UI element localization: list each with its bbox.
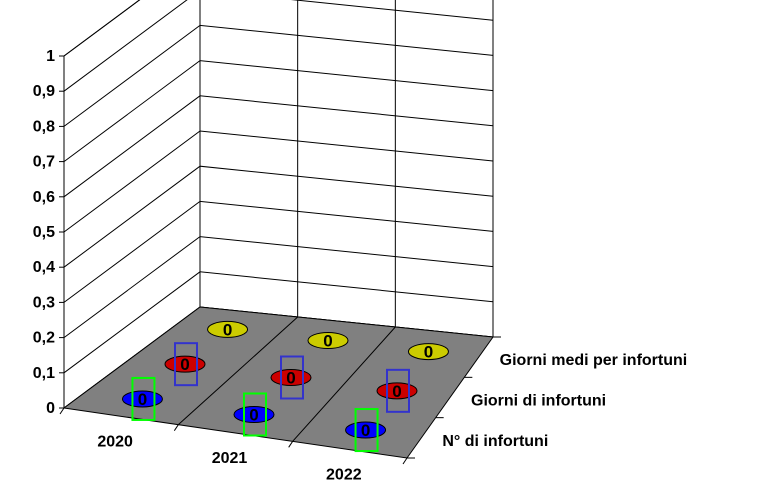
floor-divider xyxy=(292,326,396,442)
data-label-box xyxy=(386,368,410,413)
bar-top-2-2 xyxy=(407,343,449,361)
data-label: 0 xyxy=(286,369,295,388)
y-tick-label: 0,4 xyxy=(33,259,55,276)
gridline xyxy=(63,165,494,268)
data-label-box xyxy=(280,355,304,400)
gridline xyxy=(63,24,494,127)
x-tick-mark xyxy=(173,424,179,431)
series-label: N° di infortuni xyxy=(442,433,548,450)
gridline xyxy=(63,60,494,163)
data-label-box xyxy=(354,408,379,453)
y-tick-label: 0,9 xyxy=(33,83,55,100)
y-tick-label: 1 xyxy=(46,48,55,65)
data-label: 0 xyxy=(180,355,189,374)
y-gridlines xyxy=(63,0,494,409)
y-tick-label: 0,7 xyxy=(33,154,55,171)
gridline xyxy=(63,0,141,57)
gridline xyxy=(63,95,494,198)
gridline xyxy=(63,130,494,233)
gridline xyxy=(63,236,494,339)
y-tick-label: 0,1 xyxy=(33,365,55,382)
series-label: Giorni di infortuni xyxy=(471,393,606,410)
bar-top-2-0 xyxy=(207,320,249,338)
data-label: 0 xyxy=(424,343,433,362)
category-label: 2021 xyxy=(212,450,248,467)
series-label: Giorni medi per infortuni xyxy=(500,352,688,369)
x-tick-mark xyxy=(59,407,65,415)
chart-axes xyxy=(59,55,501,465)
category-label: 2020 xyxy=(97,433,133,450)
data-label: 0 xyxy=(361,421,370,440)
data-label-box xyxy=(243,392,267,437)
data-label: 0 xyxy=(138,390,147,409)
gridline xyxy=(63,0,494,92)
y-tick-label: 0,6 xyxy=(33,189,55,206)
data-label: 0 xyxy=(249,406,258,425)
series-labels: N° di infortuni Giorni di infortuni Giorni… xyxy=(442,352,687,450)
data-label: 0 xyxy=(392,382,401,401)
x-tick-mark xyxy=(288,441,294,448)
category-label: 2022 xyxy=(326,467,362,484)
y-tick-label: 0,3 xyxy=(33,294,55,311)
y-tick-labels: 0 0,1 0,2 0,3 0,4 0,5 0,6 0,7 0,8 0,9 1 xyxy=(33,48,55,417)
y-tick-label: 0,2 xyxy=(33,330,55,347)
y-tick-label: 0,8 xyxy=(33,118,55,135)
data-label-box xyxy=(174,342,198,387)
data-label: 0 xyxy=(323,332,332,351)
floor-divider xyxy=(177,316,299,426)
gridline xyxy=(63,271,494,374)
data-marks: 0 0 0 0 0 0 0 0 0 xyxy=(121,320,449,453)
y-tick-label: 0 xyxy=(46,400,55,417)
data-label: 0 xyxy=(223,320,232,339)
y-tick-label: 0,5 xyxy=(33,224,55,241)
bar-top-2-1 xyxy=(307,332,349,349)
gridline xyxy=(63,200,494,303)
category-labels: 2020 2021 2022 xyxy=(97,433,361,483)
x-tick-mark xyxy=(402,457,408,465)
data-label-box xyxy=(131,376,156,421)
